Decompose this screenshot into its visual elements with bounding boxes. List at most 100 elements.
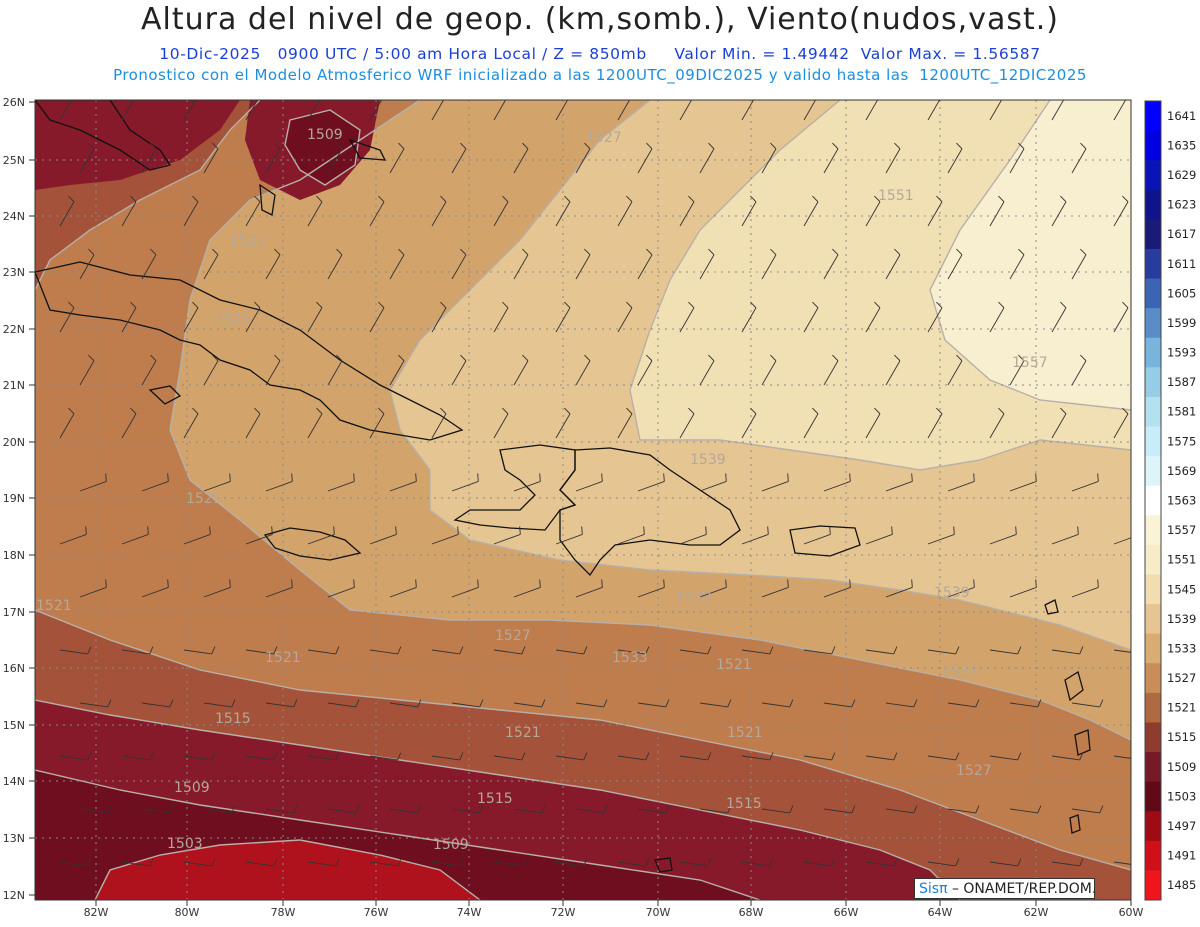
coast-venezuela-islands: [654, 857, 673, 873]
wind-barb-staff: [369, 100, 383, 121]
contour-label: 1527: [956, 763, 992, 779]
shade-low-red: [95, 840, 480, 900]
wind-barb-flag: [293, 805, 298, 814]
wind-barb-flag: [502, 195, 509, 203]
wind-barb-flag: [874, 90, 880, 96]
wind-barb-flag: [583, 646, 588, 655]
wind-barb-staff: [245, 201, 261, 227]
wind-barb-staff: [121, 100, 135, 121]
wind-barb-staff: [203, 587, 231, 598]
wind-barb-staff: [327, 148, 343, 174]
wind-barb-flag: [335, 752, 340, 761]
wind-barb-staff: [493, 413, 509, 439]
colorbar-label: 1515: [1167, 730, 1196, 744]
wind-barb-flag: [68, 90, 74, 96]
wind-barb-staff: [803, 534, 831, 545]
wind-barb-staff: [369, 201, 385, 227]
wind-barb-staff: [451, 481, 479, 492]
wind-barb-staff: [865, 534, 893, 545]
wind-barb-staff: [265, 148, 281, 174]
wind-barb-staff: [431, 649, 460, 655]
wind-barb-staff: [575, 808, 604, 814]
wind-barb-flag: [273, 858, 278, 867]
wind-barb-flag: [665, 699, 670, 708]
wind-barb-flag: [584, 248, 591, 256]
wind-barb-flag: [211, 752, 216, 761]
contour-label: 1515: [726, 796, 762, 812]
wind-barb-staff: [1051, 649, 1080, 655]
wind-barb-flag: [522, 142, 529, 150]
wind-barb-staff: [555, 755, 584, 761]
colorbar-swatch: [1145, 367, 1161, 398]
wind-barb-flag: [1080, 142, 1087, 150]
wind-barb-staff: [1071, 587, 1099, 598]
wind-barb-flag: [874, 195, 881, 203]
wind-barb-staff: [1071, 254, 1087, 280]
wind-barb-flag: [149, 858, 154, 867]
wind-barb-flag: [539, 579, 541, 588]
wind-barb-staff: [493, 534, 521, 545]
wind-barb-staff: [265, 254, 281, 280]
wind-barb-flag: [849, 579, 851, 588]
lat-label: 21N: [3, 379, 25, 392]
wind-barb-staff: [203, 702, 232, 708]
colorbar-frame: [1144, 100, 1162, 901]
wind-barb-flag: [688, 90, 694, 96]
wind-barb-flag: [333, 526, 335, 535]
wind-barb-staff: [761, 702, 790, 708]
wind-barb-staff: [245, 100, 259, 121]
wind-barb-staff: [327, 481, 355, 492]
wind-barb-flag: [956, 142, 963, 150]
wind-barb-staff: [1113, 100, 1127, 121]
wind-barb-flag: [643, 526, 645, 535]
wind-barb-flag: [68, 301, 75, 309]
wind-barb-staff: [327, 808, 356, 814]
wind-barb-staff: [885, 148, 901, 174]
wind-barb-flag: [769, 752, 774, 761]
lat-label: 25N: [3, 154, 25, 167]
wind-barb-staff: [389, 481, 417, 492]
wind-barb-staff: [389, 360, 405, 386]
lat-label: 17N: [3, 606, 25, 619]
wind-barb-staff: [741, 307, 757, 333]
wind-barb-flag: [767, 526, 769, 535]
wind-barb-flag: [832, 354, 839, 362]
wind-barb-flag: [231, 805, 236, 814]
wind-barb-flag: [212, 354, 219, 362]
wind-barb-flag: [1079, 858, 1084, 867]
wind-barb-staff: [451, 360, 467, 386]
wind-barb-flag: [460, 354, 467, 362]
wind-barb-flag: [564, 90, 570, 96]
contour-label: 1509: [433, 837, 469, 853]
wind-barb-flag: [626, 90, 632, 96]
wind-barb-staff: [927, 100, 941, 121]
sispi-logo: Sisπ: [919, 881, 948, 897]
wind-barb-staff: [679, 861, 708, 867]
wind-barb-flag: [955, 752, 960, 761]
wind-barb-staff: [183, 534, 211, 545]
wind-barb-flag: [725, 579, 727, 588]
wind-barb-staff: [121, 534, 149, 545]
wind-barb-flag: [254, 90, 260, 96]
wind-barb-flag: [727, 805, 732, 814]
wind-barb-flag: [1018, 142, 1025, 150]
wind-barb-staff: [1051, 100, 1065, 121]
wind-barb-flag: [894, 354, 901, 362]
wind-barb-staff: [575, 254, 591, 280]
wind-barb-staff: [947, 587, 975, 598]
contour-label: 1521: [265, 650, 301, 666]
wind-barb-staff: [245, 649, 274, 655]
wind-barb-flag: [769, 646, 774, 655]
wind-barb-flag: [459, 858, 464, 867]
wind-barb-flag: [1035, 473, 1037, 482]
wind-barb-flag: [254, 301, 261, 309]
wind-barb-flag: [355, 805, 360, 814]
wind-barb-staff: [761, 148, 777, 174]
wind-barb-staff: [761, 808, 790, 814]
wind-barb-staff: [823, 587, 851, 598]
wind-barb-staff: [1009, 587, 1037, 598]
coastlines: [35, 100, 1091, 873]
wind-barb-staff: [555, 201, 571, 227]
coast-jamaica: [263, 527, 362, 561]
wind-barb-flag: [956, 354, 963, 362]
